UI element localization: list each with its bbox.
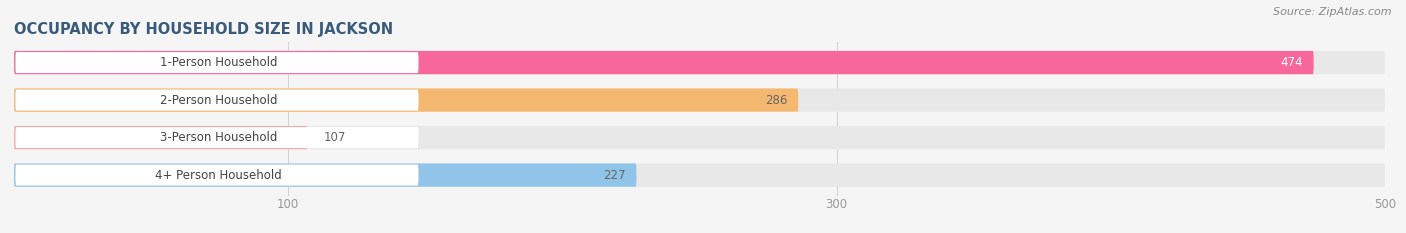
FancyBboxPatch shape — [15, 127, 419, 148]
FancyBboxPatch shape — [14, 126, 1385, 149]
FancyBboxPatch shape — [14, 51, 1385, 74]
FancyBboxPatch shape — [14, 126, 308, 149]
Text: 474: 474 — [1279, 56, 1303, 69]
Text: 1-Person Household: 1-Person Household — [159, 56, 277, 69]
FancyBboxPatch shape — [15, 164, 419, 186]
Text: 227: 227 — [603, 169, 626, 182]
Text: 286: 286 — [765, 94, 787, 106]
Text: OCCUPANCY BY HOUSEHOLD SIZE IN JACKSON: OCCUPANCY BY HOUSEHOLD SIZE IN JACKSON — [14, 22, 394, 37]
FancyBboxPatch shape — [14, 89, 1385, 112]
Text: 107: 107 — [323, 131, 346, 144]
Text: 4+ Person Household: 4+ Person Household — [155, 169, 281, 182]
FancyBboxPatch shape — [14, 164, 637, 187]
FancyBboxPatch shape — [15, 89, 419, 111]
Text: 3-Person Household: 3-Person Household — [160, 131, 277, 144]
FancyBboxPatch shape — [14, 89, 799, 112]
Text: Source: ZipAtlas.com: Source: ZipAtlas.com — [1274, 7, 1392, 17]
FancyBboxPatch shape — [15, 52, 419, 73]
FancyBboxPatch shape — [14, 51, 1313, 74]
FancyBboxPatch shape — [14, 164, 1385, 187]
Text: 2-Person Household: 2-Person Household — [159, 94, 277, 106]
